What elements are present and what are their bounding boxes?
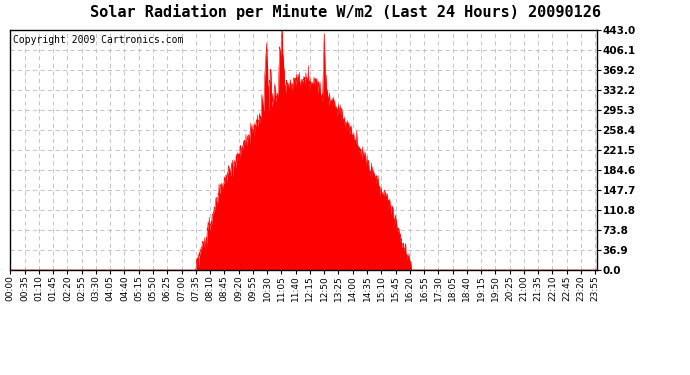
Text: Solar Radiation per Minute W/m2 (Last 24 Hours) 20090126: Solar Radiation per Minute W/m2 (Last 24…	[90, 4, 600, 20]
Text: Copyright 2009 Cartronics.com: Copyright 2009 Cartronics.com	[13, 35, 184, 45]
